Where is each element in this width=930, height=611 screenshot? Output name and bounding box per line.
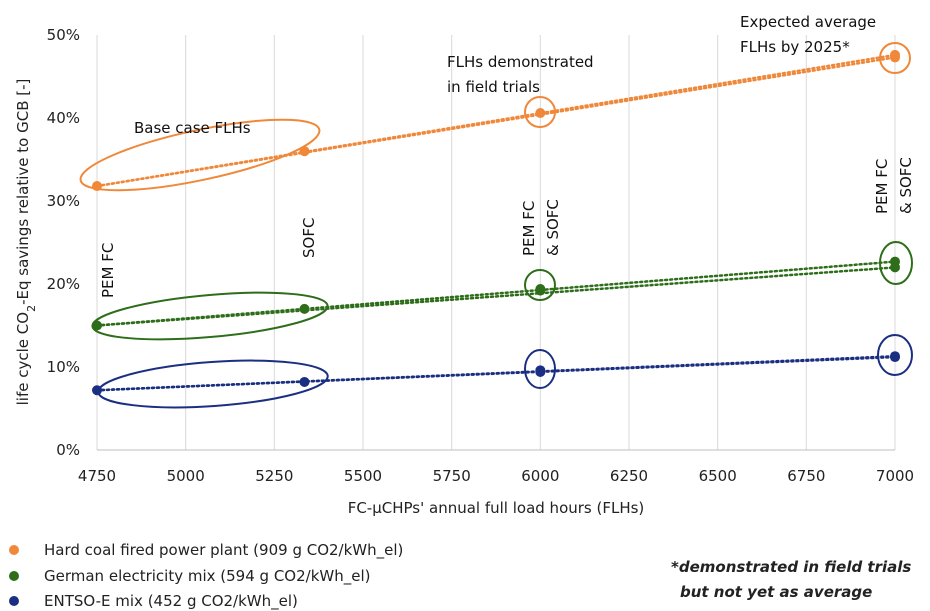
y-axis-title-part1: life cycle CO <box>14 312 32 405</box>
trendlines <box>95 53 897 392</box>
legend-label-german: German electricity mix (594 g CO2/kWh_el… <box>44 567 370 586</box>
x-tick-label: 5750 <box>433 467 471 485</box>
trendline-series-1-1 <box>95 260 897 327</box>
x-tick-labels: 4750 5000 5250 5500 5750 6000 6250 6500 6750 7000 <box>78 467 914 485</box>
annotation-field-trials-line2: in field trials <box>447 78 540 96</box>
legend-label-entsoe: ENTSO-E mix (452 g CO2/kWh_el) <box>44 592 298 611</box>
annotation-expected-line1: Expected average <box>740 13 876 31</box>
annotation-expected-line2: FLHs by 2025* <box>740 38 850 56</box>
annotation-pem-sofc-7000-line1: PEM FC <box>873 159 891 214</box>
x-tick-label: 5250 <box>255 467 293 485</box>
trendline-series-1-0 <box>95 266 897 327</box>
data-point <box>890 256 900 267</box>
legend-marker-coal <box>9 545 19 555</box>
field-trial-ellipse-entsoe <box>524 349 556 389</box>
data-point <box>92 385 102 396</box>
legend-label-coal: Hard coal fired power plant (909 g CO2/k… <box>44 541 403 560</box>
annotation-sofc: SOFC <box>300 218 318 258</box>
data-points <box>92 49 900 396</box>
y-axis-title: life cycle CO2-Eq savings relative to GC… <box>14 79 38 406</box>
data-point <box>92 320 102 331</box>
y-tick-label: 0% <box>56 441 80 459</box>
trendline-series-2-1 <box>95 354 897 392</box>
expected-ellipse-entsoe <box>877 334 913 376</box>
data-point <box>535 283 546 294</box>
grid <box>96 35 896 450</box>
data-point <box>299 146 310 157</box>
legend: Hard coal fired power plant (909 g CO2/k… <box>9 541 403 611</box>
y-tick-labels: 0% 10% 20% 30% 40% 50% <box>47 26 80 459</box>
data-point <box>890 49 900 60</box>
base-case-ellipse-coal <box>79 118 321 192</box>
data-point <box>535 108 546 119</box>
y-axis-title-subscript: 2 <box>25 305 38 312</box>
y-tick-label: 10% <box>47 358 80 376</box>
legend-marker-german <box>9 571 19 581</box>
x-tick-label: 6250 <box>610 467 648 485</box>
x-tick-label: 5500 <box>344 467 382 485</box>
y-tick-label: 30% <box>47 192 80 210</box>
x-axis-title: FC-µCHPs' annual full load hours (FLHs) <box>348 499 645 517</box>
x-tick-label: 4750 <box>78 467 116 485</box>
annotation-pem-sofc-6000-line1: PEM FC <box>520 201 538 256</box>
x-tick-label: 7000 <box>876 467 914 485</box>
footnote-line2: but not yet as average <box>680 583 872 601</box>
data-point <box>535 365 546 376</box>
data-point <box>92 181 102 192</box>
trendline-series-0-1 <box>95 53 897 188</box>
annotation-field-trials-line1: FLHs demonstrated <box>447 53 594 71</box>
base-case-ellipse-entsoe <box>97 359 329 409</box>
annotations: Base case FLHs FLHs demonstrated in fiel… <box>99 13 915 298</box>
base-case-ellipse-german <box>91 291 329 341</box>
x-tick-label: 6000 <box>521 467 559 485</box>
annotation-pem-sofc-7000-line2: & SOFC <box>897 157 915 214</box>
data-point <box>299 303 310 314</box>
footnote-line1: *demonstrated in field trials <box>671 558 911 576</box>
annotation-pemfc: PEM FC <box>99 243 117 298</box>
legend-marker-entsoe <box>9 596 19 606</box>
annotation-base-case: Base case FLHs <box>134 119 251 137</box>
x-tick-label: 6500 <box>699 467 737 485</box>
highlight-shapes <box>79 42 913 409</box>
field-trial-circle-german <box>524 269 556 301</box>
expected-circle-coal <box>879 42 911 74</box>
annotation-pem-sofc-6000-line2: & SOFC <box>544 199 562 256</box>
x-tick-label: 5000 <box>167 467 205 485</box>
data-point <box>299 376 310 387</box>
y-tick-label: 40% <box>47 109 80 127</box>
x-tick-label: 6750 <box>787 467 825 485</box>
y-tick-label: 20% <box>47 275 80 293</box>
y-tick-label: 50% <box>47 26 80 44</box>
y-axis-title-part2: -Eq savings relative to GCB [-] <box>14 79 32 305</box>
data-point <box>890 351 900 362</box>
